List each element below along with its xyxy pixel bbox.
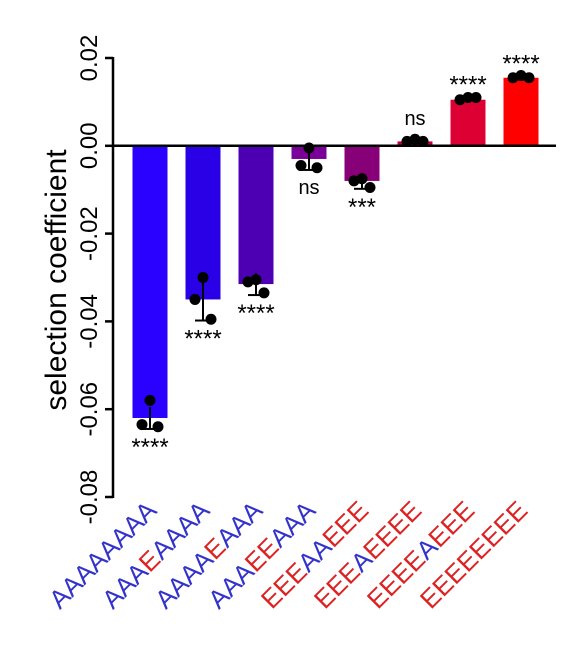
bar xyxy=(238,145,274,285)
significance-label: ns xyxy=(404,108,425,130)
y-tick-label: 0.02 xyxy=(76,35,103,82)
data-point xyxy=(364,182,376,194)
y-tick-label: 0.00 xyxy=(76,122,103,169)
bar xyxy=(503,77,539,146)
data-point xyxy=(348,175,360,187)
data-point xyxy=(295,160,307,172)
significance-label: **** xyxy=(237,300,274,327)
y-tick-label: -0.02 xyxy=(76,206,103,261)
bar xyxy=(132,145,168,418)
y-tick-label: -0.06 xyxy=(76,382,103,437)
significance-label: **** xyxy=(184,326,221,353)
data-point xyxy=(152,421,164,433)
bar xyxy=(450,99,486,146)
data-point xyxy=(417,135,429,147)
data-point xyxy=(197,272,209,283)
significance-label: *** xyxy=(348,194,376,221)
data-point xyxy=(144,394,156,406)
significance-label: **** xyxy=(449,72,486,99)
significance-label: ns xyxy=(298,177,319,199)
y-axis-label: selection coefficient xyxy=(40,149,73,411)
data-point xyxy=(205,313,217,325)
data-point xyxy=(189,293,201,305)
data-point xyxy=(303,142,315,154)
significance-label: **** xyxy=(131,434,168,461)
y-tick-label: -0.08 xyxy=(76,470,103,525)
y-tick-label: -0.04 xyxy=(76,294,103,349)
data-point xyxy=(462,92,474,104)
data-point xyxy=(258,287,270,299)
data-point xyxy=(470,92,482,104)
data-point xyxy=(523,72,535,84)
data-point xyxy=(136,419,148,431)
significance-label: **** xyxy=(502,51,539,78)
data-point xyxy=(311,162,323,174)
data-point xyxy=(242,276,254,288)
